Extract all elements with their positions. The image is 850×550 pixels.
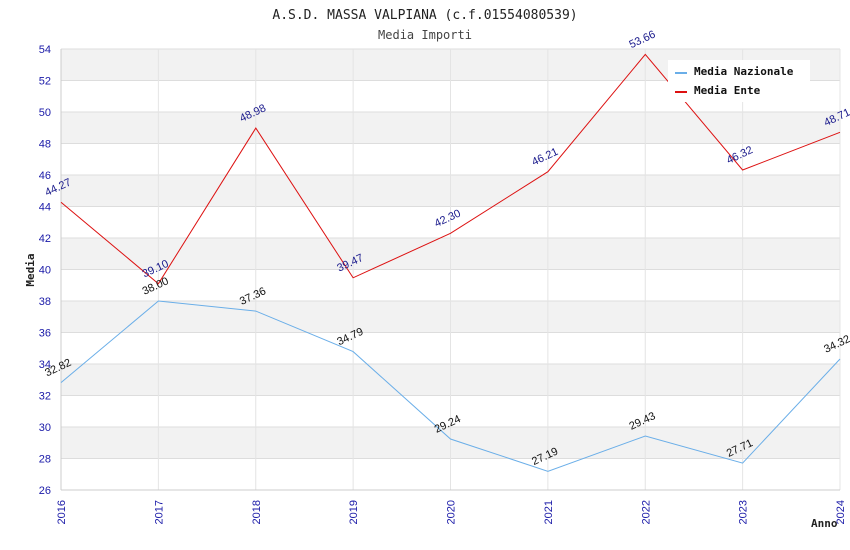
y-tick-label: 54 bbox=[39, 44, 51, 56]
y-tick-label: 46 bbox=[39, 170, 51, 182]
y-tick-label: 38 bbox=[39, 296, 51, 308]
y-tick-label: 44 bbox=[39, 202, 51, 214]
series-line-media-ente bbox=[60, 53, 841, 285]
y-tick-label: 40 bbox=[39, 265, 51, 277]
x-tick-label: 2017 bbox=[153, 500, 165, 524]
series-line-media-nazionale bbox=[60, 300, 841, 472]
data-label: 34.32 bbox=[822, 333, 850, 356]
data-label: 46.21 bbox=[530, 146, 560, 169]
x-tick-label: 2022 bbox=[640, 500, 652, 524]
x-tick-label: 2016 bbox=[56, 500, 68, 524]
legend-box bbox=[668, 60, 810, 102]
legend: Media Nazionale Media Ente bbox=[668, 60, 810, 102]
chart-title: A.S.D. MASSA VALPIANA (c.f.01554080539) bbox=[272, 8, 577, 23]
y-tick-label: 36 bbox=[39, 328, 51, 340]
y-tick-label: 50 bbox=[39, 107, 51, 119]
legend-label-media-nazionale: Media Nazionale bbox=[694, 65, 794, 78]
x-tick-label: 2024 bbox=[835, 500, 847, 524]
chart-subtitle: Media Importi bbox=[378, 28, 472, 42]
x-tick-label: 2018 bbox=[251, 500, 263, 524]
data-label: 53.66 bbox=[627, 29, 657, 52]
y-tick-label: 48 bbox=[39, 139, 51, 151]
x-tick-label: 2019 bbox=[348, 500, 360, 524]
data-label: 46.32 bbox=[725, 144, 755, 167]
y-tick-labels: 26 28 30 32 34 36 38 40 42 44 46 48 50 52 54 bbox=[39, 44, 51, 497]
x-tick-labels: 2016 2017 2018 2019 2020 2021 2022 2023 2024 bbox=[56, 500, 847, 524]
x-tick-label: 2021 bbox=[543, 500, 555, 524]
y-axis-label: Media bbox=[24, 253, 37, 286]
axes bbox=[60, 49, 840, 491]
legend-label-media-ente: Media Ente bbox=[694, 84, 761, 97]
x-axis-label: Anno bbox=[811, 517, 838, 530]
data-label: 42.30 bbox=[433, 207, 463, 230]
x-tick-label: 2023 bbox=[738, 500, 750, 524]
y-tick-label: 32 bbox=[39, 391, 51, 403]
y-tick-label: 26 bbox=[39, 485, 51, 497]
y-tick-label: 34 bbox=[39, 359, 51, 371]
y-tick-label: 52 bbox=[39, 76, 51, 88]
y-tick-label: 42 bbox=[39, 233, 51, 245]
series-lines bbox=[60, 53, 841, 472]
x-tick-label: 2020 bbox=[446, 500, 458, 524]
y-tick-label: 30 bbox=[39, 422, 51, 434]
y-tick-label: 28 bbox=[39, 454, 51, 466]
